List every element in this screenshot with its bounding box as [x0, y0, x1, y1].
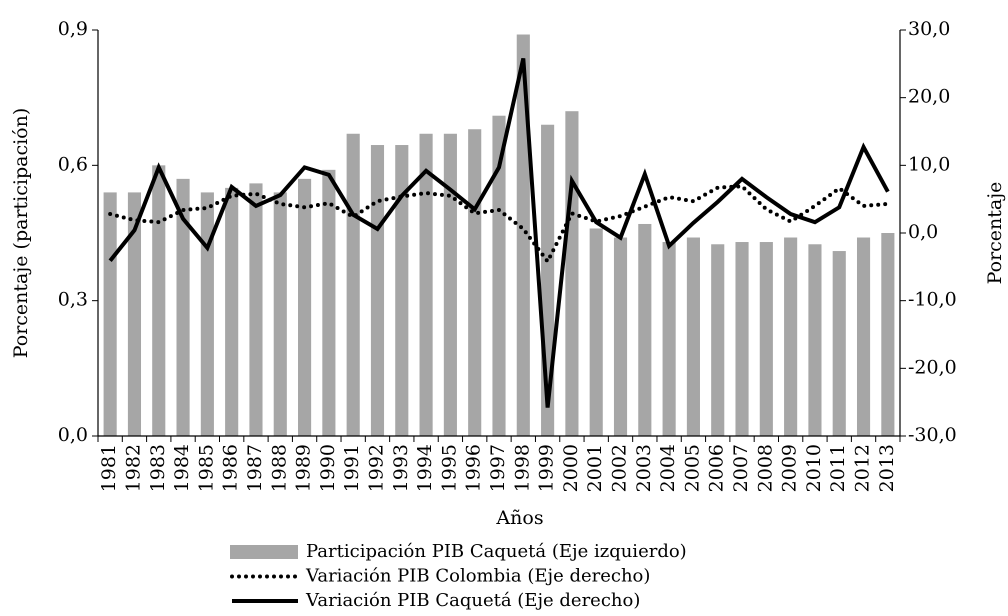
bar [322, 169, 336, 436]
y2-tick-label: -30,0 [908, 424, 957, 446]
x-tick-label: 1999 [536, 444, 558, 492]
x-tick-label: 1987 [244, 444, 266, 492]
bar [200, 192, 214, 436]
legend-label: Participación PIB Caquetá (Eje izquierdo… [306, 541, 687, 562]
y2-tick-label: 10,0 [908, 153, 950, 175]
y2-tick-label: 0,0 [908, 221, 938, 243]
y-tick-label: 0,0 [58, 424, 88, 446]
y-tick-label: 0,3 [58, 289, 88, 311]
x-tick-label: 1985 [195, 444, 217, 492]
bar [589, 228, 603, 436]
line [108, 184, 890, 266]
bar [759, 242, 773, 436]
x-tick-label: 1986 [220, 444, 242, 492]
bar [273, 192, 287, 436]
x-tick-label: 1993 [390, 444, 412, 492]
x-tick-label: 2004 [657, 444, 679, 492]
y2-tick-label: -20,0 [908, 356, 957, 378]
bar [735, 242, 749, 436]
bar [468, 129, 482, 436]
bar [298, 178, 312, 436]
bar [711, 244, 725, 436]
x-tick-label: 1988 [268, 444, 290, 492]
bar [686, 237, 700, 436]
x-tick-label: 2008 [754, 444, 776, 492]
x-tick-label: 1983 [147, 444, 169, 492]
x-tick-label: 1990 [317, 444, 339, 492]
legend-swatch [230, 545, 298, 559]
bar [443, 133, 457, 436]
line [108, 57, 890, 408]
bar [370, 145, 385, 437]
x-tick-label: 1982 [122, 444, 144, 492]
x-tick-label: 2001 [584, 444, 606, 492]
bar [419, 133, 433, 436]
x-tick-label: 2010 [803, 444, 825, 492]
bar [565, 111, 579, 436]
x-tick-label: 1992 [365, 444, 387, 492]
x-tick-label: 2011 [827, 444, 849, 492]
bar [638, 223, 652, 436]
x-tick-label: 2013 [876, 444, 898, 492]
bar [225, 187, 239, 436]
y2-tick-label: 20,0 [908, 86, 950, 108]
y-tick-label: 0,6 [58, 153, 88, 175]
y2-tick-label: -10,0 [908, 289, 957, 311]
x-tick-label: 1997 [487, 444, 509, 492]
x-tick-label: 1984 [171, 444, 193, 492]
bar [881, 233, 895, 436]
y2-tick-label: 30,0 [908, 18, 950, 40]
bar [127, 192, 142, 436]
x-tick-label: 2002 [609, 444, 631, 492]
bar [832, 251, 846, 436]
legend-label: Variación PIB Caquetá (Eje derecho) [305, 590, 640, 611]
legend-label: Variación PIB Colombia (Eje derecho) [305, 566, 650, 587]
x-tick-label: 2006 [706, 444, 728, 492]
y2-axis-label: Porcentaje [984, 182, 1006, 285]
bar [492, 115, 506, 436]
bar [395, 145, 409, 437]
y-axis-label: Porcentaje (participación) [10, 108, 32, 359]
bar [784, 237, 798, 436]
x-tick-label: 1989 [293, 444, 315, 492]
bar [613, 237, 628, 436]
bar [516, 34, 530, 437]
x-tick-label: 2003 [633, 444, 655, 492]
x-tick-label: 2000 [560, 444, 582, 492]
x-tick-label: 1994 [414, 444, 436, 492]
bar [103, 192, 117, 436]
bar [176, 178, 190, 436]
x-tick-label: 1991 [341, 444, 363, 492]
bar [346, 133, 360, 436]
x-tick-label: 1996 [463, 444, 485, 492]
x-tick-label: 1995 [438, 444, 460, 492]
y-tick-label: 0,9 [58, 18, 88, 40]
x-tick-label: 2007 [730, 444, 752, 492]
x-tick-label: 1998 [511, 444, 533, 492]
bar [152, 165, 166, 437]
bar [249, 183, 263, 436]
x-tick-label: 2009 [779, 444, 801, 492]
x-tick-label: 2005 [681, 444, 703, 492]
x-axis-label: Años [495, 507, 543, 529]
bar [856, 237, 871, 436]
bar [808, 244, 822, 436]
bar [662, 242, 676, 436]
x-tick-label: 1981 [98, 444, 120, 492]
x-tick-label: 2012 [852, 444, 874, 492]
